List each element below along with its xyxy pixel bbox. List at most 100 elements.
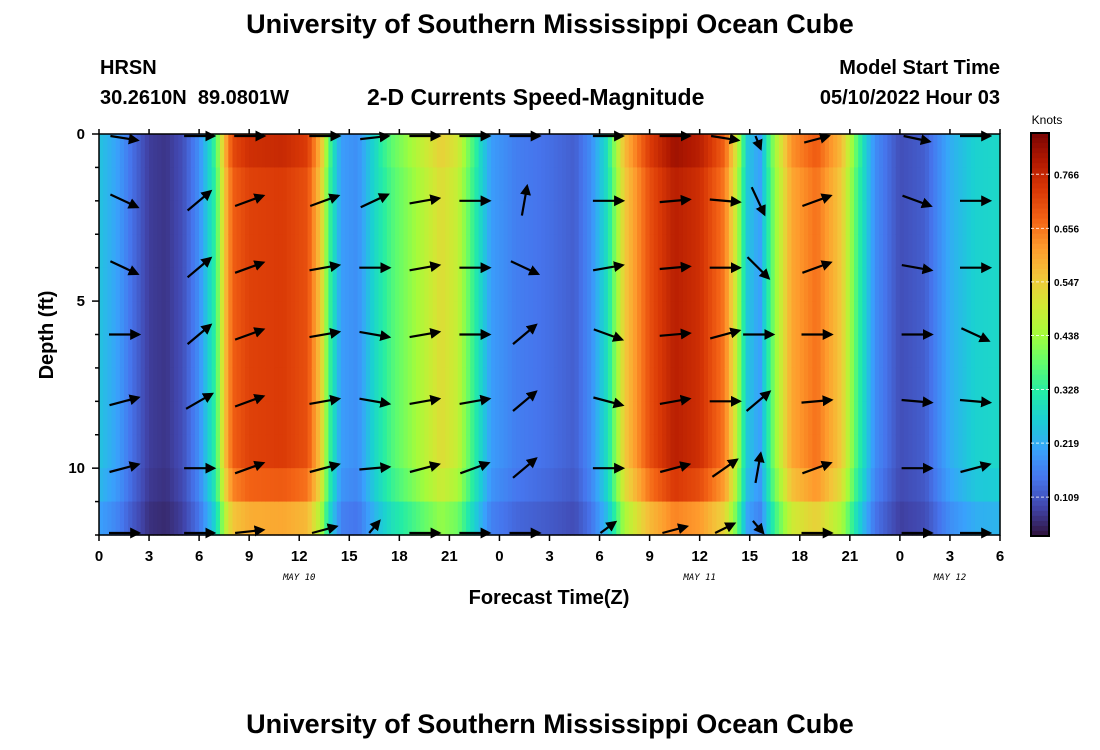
heatmap-cell <box>716 134 722 169</box>
heatmap-cell <box>411 501 417 536</box>
heatmap-cell <box>599 334 605 369</box>
heatmap-cell <box>949 267 955 302</box>
heatmap-cell <box>507 167 513 202</box>
heatmap-cell <box>186 234 192 269</box>
heatmap-cell <box>461 267 467 302</box>
heatmap-cell <box>758 468 763 503</box>
heatmap-cell <box>282 267 288 302</box>
colorbar-segment <box>1031 258 1049 265</box>
heatmap-cell <box>724 401 730 436</box>
heatmap-cell <box>236 468 242 503</box>
heatmap-cell <box>403 134 409 169</box>
heatmap-cell <box>207 167 213 202</box>
heatmap-cell <box>374 167 380 202</box>
heatmap-cell <box>257 167 263 202</box>
heatmap-cell <box>149 167 154 202</box>
heatmap-cell <box>637 367 642 402</box>
heatmap-cell <box>820 434 826 469</box>
station-coordinates: 30.2610N 89.0801W <box>100 87 290 109</box>
heatmap-cell <box>470 134 476 169</box>
heatmap-cell <box>524 401 530 436</box>
heatmap-cell <box>265 367 271 402</box>
heatmap-cell <box>140 167 146 202</box>
heatmap-cell <box>637 301 642 336</box>
heatmap-cell <box>182 501 188 536</box>
colorbar-segment <box>1031 354 1049 361</box>
heatmap-cell <box>616 434 622 469</box>
heatmap-cell <box>603 334 609 369</box>
heatmap-cell <box>524 301 530 336</box>
heatmap-cell <box>520 468 526 503</box>
heatmap-cell <box>165 167 171 202</box>
heatmap-cell <box>169 367 175 402</box>
heatmap-cell <box>315 334 321 369</box>
heatmap-cell <box>874 334 880 369</box>
heatmap-cell <box>770 401 776 436</box>
heatmap-cell <box>741 200 747 235</box>
heatmap-cell <box>674 134 680 169</box>
heatmap-cell <box>236 434 242 469</box>
heatmap-cell <box>578 167 584 202</box>
heatmap-cell <box>257 501 263 536</box>
heatmap-cell <box>482 167 488 202</box>
heatmap-cell <box>691 367 697 402</box>
heatmap-cell <box>340 167 346 202</box>
heatmap-cell <box>528 234 534 269</box>
heatmap-cell <box>165 301 171 336</box>
heatmap-cell <box>416 267 421 302</box>
heatmap-cell <box>99 501 104 536</box>
heatmap-cell <box>461 134 467 169</box>
heatmap-cell <box>169 401 175 436</box>
heatmap-cell <box>228 134 234 169</box>
heatmap-cell <box>340 234 346 269</box>
heatmap-cell <box>203 134 209 169</box>
heatmap-cell <box>645 401 651 436</box>
heatmap-cell <box>728 167 734 202</box>
heatmap-cell <box>803 501 809 536</box>
heatmap-cell <box>924 167 930 202</box>
heatmap-cell <box>628 334 634 369</box>
heatmap-cell <box>511 468 517 503</box>
heatmap-cell <box>253 468 259 503</box>
heatmap-cell <box>766 234 772 269</box>
heatmap-cell <box>174 434 179 469</box>
heatmap-cell <box>295 167 300 202</box>
heatmap-cell <box>883 301 888 336</box>
heatmap-cell <box>987 234 993 269</box>
heatmap-cell <box>107 468 113 503</box>
heatmap-cell <box>161 267 167 302</box>
heatmap-cell <box>286 367 292 402</box>
heatmap-cell <box>132 367 138 402</box>
heatmap-cell <box>303 200 309 235</box>
heatmap-cell <box>336 468 342 503</box>
heatmap-cell <box>374 267 380 302</box>
heatmap-cell <box>119 501 125 536</box>
heatmap-cell <box>582 434 588 469</box>
heatmap-cell <box>345 468 350 503</box>
heatmap-cell <box>461 401 467 436</box>
heatmap-cell <box>136 234 142 269</box>
heatmap-cell <box>824 267 830 302</box>
heatmap-cell <box>99 301 104 336</box>
heatmap-cell <box>370 301 375 336</box>
heatmap-cell <box>232 267 238 302</box>
heatmap-cell <box>286 401 292 436</box>
heatmap-cell <box>657 234 663 269</box>
heatmap-cell <box>103 267 108 302</box>
heatmap-cell <box>970 468 976 503</box>
heatmap-cell <box>466 301 471 336</box>
heatmap-cell <box>107 134 113 169</box>
current-vector-arrow <box>520 183 531 216</box>
heatmap-cell <box>236 334 242 369</box>
heatmap-cell <box>203 301 209 336</box>
heatmap-cell <box>395 234 400 269</box>
heatmap-cell <box>624 468 630 503</box>
heatmap-cell <box>290 301 296 336</box>
heatmap-cell <box>320 234 325 269</box>
heatmap-cell <box>403 301 409 336</box>
heatmap-cell <box>103 367 108 402</box>
heatmap-cell <box>311 334 317 369</box>
current-vector-arrow <box>109 394 141 407</box>
heatmap-cell <box>645 267 651 302</box>
colorbar-segment <box>1031 430 1049 436</box>
